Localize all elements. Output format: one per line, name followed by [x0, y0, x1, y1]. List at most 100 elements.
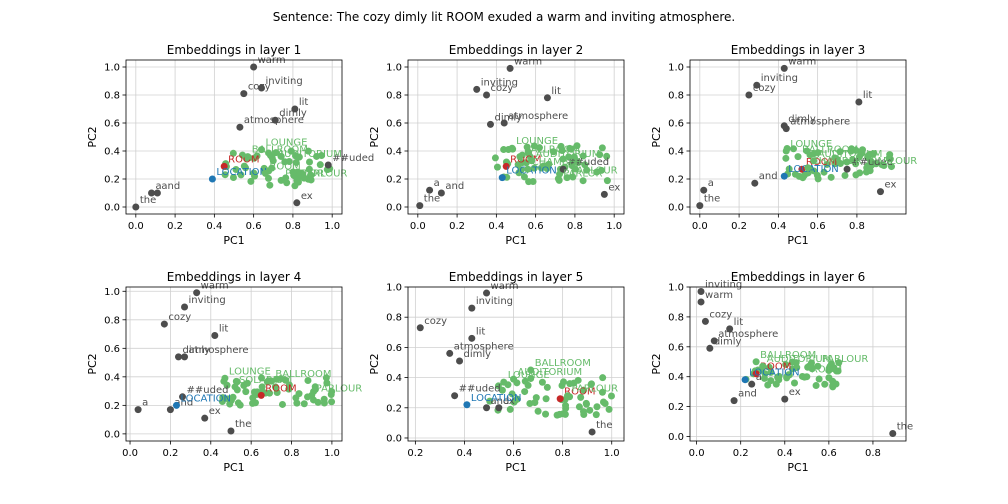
plot-area [408, 60, 624, 214]
panel-title: Embeddings in layer 2 [449, 43, 583, 57]
x-tick-label: 1.0 [604, 448, 620, 459]
plot-area [690, 60, 906, 214]
candidate-point [327, 391, 335, 399]
context-point [446, 349, 454, 357]
candidate-point [555, 176, 563, 184]
candidate-point [266, 181, 274, 189]
point-label: PARLOUR [871, 156, 918, 167]
context-point [843, 165, 851, 173]
point-label: dimly [182, 345, 210, 356]
candidate-point [249, 399, 257, 407]
point-label: PARLOUR [822, 354, 869, 365]
context-point [600, 190, 608, 198]
candidate-point [535, 144, 543, 152]
point-label: atmosphere [508, 111, 568, 122]
candidate-point [300, 174, 308, 182]
axes-frame [689, 59, 907, 215]
context-point [236, 123, 244, 131]
context-point [179, 393, 187, 401]
y-tick-label: 1.0 [386, 283, 402, 294]
candidate-point [565, 153, 573, 161]
candidate-point [508, 390, 516, 398]
candidate-point [841, 171, 849, 179]
candidate-point [231, 383, 239, 391]
candidate-point [500, 146, 508, 154]
point-label: dimly [279, 108, 307, 119]
candidate-point [316, 161, 324, 169]
point-label: the [897, 422, 913, 433]
point-label: the [235, 419, 251, 430]
candidate-point [318, 152, 326, 160]
location-point [741, 376, 749, 384]
candidate-point [810, 167, 818, 175]
candidate-point [607, 392, 615, 400]
point-label: LOUNGE [265, 138, 307, 149]
candidate-point [782, 360, 790, 368]
point-label: lit [734, 317, 744, 328]
point-label: ##uded [187, 385, 229, 396]
candidate-point [790, 379, 798, 387]
y-tick-label: 0.4 [668, 372, 684, 383]
point-label: LOUNGE [508, 370, 550, 381]
context-point [559, 165, 567, 173]
context-point [495, 404, 503, 412]
x-tick-label: 0.0 [122, 448, 138, 459]
context-point [201, 414, 209, 422]
x-tick-label: 0.0 [689, 448, 705, 459]
context-point [132, 203, 140, 211]
panel-title: Embeddings in layer 6 [731, 270, 865, 284]
candidate-point [525, 149, 533, 157]
candidate-point [843, 158, 851, 166]
candidate-point [848, 145, 856, 153]
context-point [416, 202, 424, 210]
y-tick-label: 0.4 [668, 147, 684, 158]
y-tick-label: 0.8 [104, 315, 120, 326]
point-label: and [174, 398, 193, 409]
plot-area [126, 287, 342, 441]
x-axis-label: PC1 [223, 461, 244, 474]
x-tick-label: 0.4 [770, 221, 786, 232]
point-label: LOCATION [749, 368, 800, 379]
axes-frame [689, 286, 907, 442]
context-point [706, 344, 714, 352]
location-point [780, 172, 788, 180]
candidate-point [791, 170, 799, 178]
x-tick-label: 0.8 [285, 221, 301, 232]
candidate-point [510, 398, 518, 406]
candidate-point [250, 388, 258, 396]
panel-layer-5: 0.2 0.4 0.6 0.8 1.0 0.0 0.2 0.4 0.6 0.8 1.0 cozy war… [368, 270, 625, 474]
y-axis-label: PC2 [86, 353, 99, 374]
context-point [293, 199, 301, 207]
candidate-point [815, 375, 823, 383]
x-tick-label: 1.0 [606, 221, 622, 232]
candidate-point [500, 378, 508, 386]
x-tick-label: 0.6 [810, 221, 826, 232]
candidate-point [593, 403, 601, 411]
panel-layer-6: 0.0 0.2 0.4 0.6 0.8 0.0 0.2 0.4 0.6 0.8 1.0 invitin… [650, 270, 913, 474]
candidate-point [571, 165, 579, 173]
candidate-point [320, 395, 328, 403]
candidate-point [592, 411, 600, 419]
x-tick-label: 1.0 [324, 221, 340, 232]
target-point [798, 165, 806, 173]
point-label: AUDITORIUM [518, 367, 583, 378]
plot-area [126, 60, 342, 214]
candidate-point [278, 400, 286, 408]
location-point [172, 401, 180, 409]
x-tick-label: 0.8 [555, 448, 571, 459]
candidate-point [522, 159, 530, 167]
candidate-point [247, 177, 255, 185]
y-tick-label: 0.0 [104, 203, 120, 214]
context-point [782, 125, 790, 133]
candidate-point [586, 406, 594, 414]
candidate-point [557, 142, 565, 150]
candidate-point [219, 394, 227, 402]
y-tick-label: 0.8 [386, 313, 402, 324]
y-tick-label: 0.0 [668, 203, 684, 214]
y-tick-label: 0.0 [386, 203, 402, 214]
candidate-point [491, 154, 499, 162]
point-label: inviting [476, 296, 513, 307]
x-tick-label: 0.6 [821, 448, 837, 459]
candidate-point [767, 368, 775, 376]
